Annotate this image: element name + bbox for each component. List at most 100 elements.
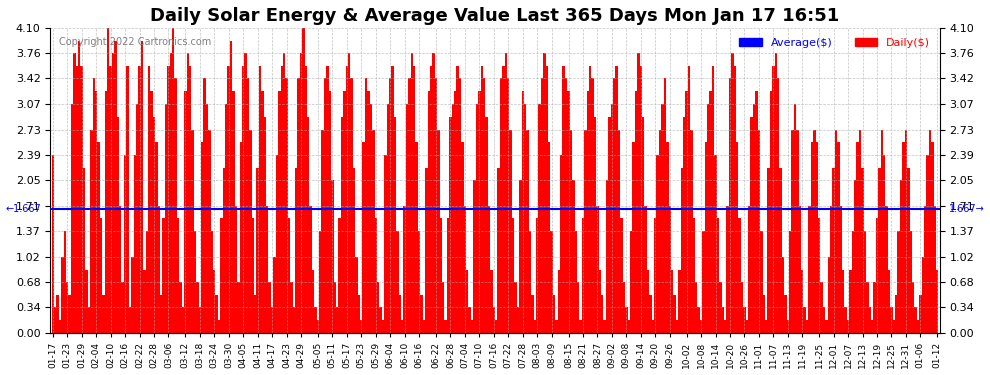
Bar <box>271 308 273 333</box>
Bar <box>454 91 456 333</box>
Bar <box>804 308 806 333</box>
Bar <box>365 78 367 333</box>
Bar <box>78 40 80 333</box>
Bar <box>61 257 63 333</box>
Bar <box>278 91 280 333</box>
Bar <box>169 53 172 333</box>
Bar <box>268 282 271 333</box>
Bar <box>642 117 644 333</box>
Bar <box>678 270 680 333</box>
Bar <box>808 206 811 333</box>
Bar <box>680 168 683 333</box>
Bar <box>700 320 702 333</box>
Bar <box>438 130 440 333</box>
Bar <box>567 91 569 333</box>
Bar <box>502 66 505 333</box>
Bar <box>336 308 339 333</box>
Bar <box>379 308 382 333</box>
Bar <box>557 270 560 333</box>
Bar <box>63 231 66 333</box>
Bar <box>633 142 635 333</box>
Bar <box>196 282 199 333</box>
Bar <box>245 53 247 333</box>
Bar <box>787 320 789 333</box>
Bar <box>119 206 122 333</box>
Bar <box>141 40 144 333</box>
Bar <box>878 168 880 333</box>
Bar <box>702 231 705 333</box>
Bar <box>346 66 348 333</box>
Bar <box>317 320 319 333</box>
Bar <box>97 142 100 333</box>
Bar <box>312 270 314 333</box>
Bar <box>233 91 235 333</box>
Bar <box>208 130 211 333</box>
Bar <box>157 206 160 333</box>
Bar <box>846 320 849 333</box>
Bar <box>201 142 203 333</box>
Bar <box>599 270 601 333</box>
Bar <box>273 257 275 333</box>
Bar <box>536 218 539 333</box>
Bar <box>235 206 238 333</box>
Bar <box>818 218 821 333</box>
Bar <box>924 206 927 333</box>
Bar <box>625 308 628 333</box>
Bar <box>791 130 794 333</box>
Bar <box>517 308 519 333</box>
Bar <box>510 130 512 333</box>
Bar <box>745 320 748 333</box>
Bar <box>211 231 213 333</box>
Bar <box>722 308 724 333</box>
Bar <box>488 206 490 333</box>
Bar <box>122 282 124 333</box>
Bar <box>668 206 671 333</box>
Bar <box>562 66 565 333</box>
Bar <box>124 155 127 333</box>
Bar <box>799 206 801 333</box>
Bar <box>596 206 599 333</box>
Bar <box>505 53 507 333</box>
Bar <box>856 142 859 333</box>
Bar <box>922 257 924 333</box>
Bar <box>534 320 536 333</box>
Bar <box>606 180 608 333</box>
Bar <box>384 155 386 333</box>
Bar <box>724 320 727 333</box>
Bar <box>247 78 249 333</box>
Bar <box>621 218 623 333</box>
Bar <box>784 295 787 333</box>
Bar <box>640 66 642 333</box>
Bar <box>871 320 873 333</box>
Bar <box>110 66 112 333</box>
Bar <box>399 295 401 333</box>
Bar <box>314 308 317 333</box>
Bar <box>644 206 646 333</box>
Bar <box>796 130 799 333</box>
Bar <box>85 270 88 333</box>
Bar <box>112 53 114 333</box>
Bar <box>256 168 258 333</box>
Bar <box>539 105 541 333</box>
Bar <box>584 130 587 333</box>
Bar <box>463 206 466 333</box>
Bar <box>129 308 131 333</box>
Bar <box>297 78 300 333</box>
Bar <box>100 218 102 333</box>
Bar <box>608 117 611 333</box>
Bar <box>329 91 331 333</box>
Bar <box>532 295 534 333</box>
Bar <box>816 142 818 333</box>
Bar <box>230 40 233 333</box>
Bar <box>258 66 261 333</box>
Bar <box>174 78 177 333</box>
Bar <box>717 218 719 333</box>
Text: 1.667→: 1.667→ <box>948 204 984 214</box>
Bar <box>707 105 710 333</box>
Bar <box>772 66 774 333</box>
Bar <box>589 66 591 333</box>
Bar <box>485 117 488 333</box>
Bar <box>403 206 406 333</box>
Bar <box>165 105 167 333</box>
Bar <box>917 320 919 333</box>
